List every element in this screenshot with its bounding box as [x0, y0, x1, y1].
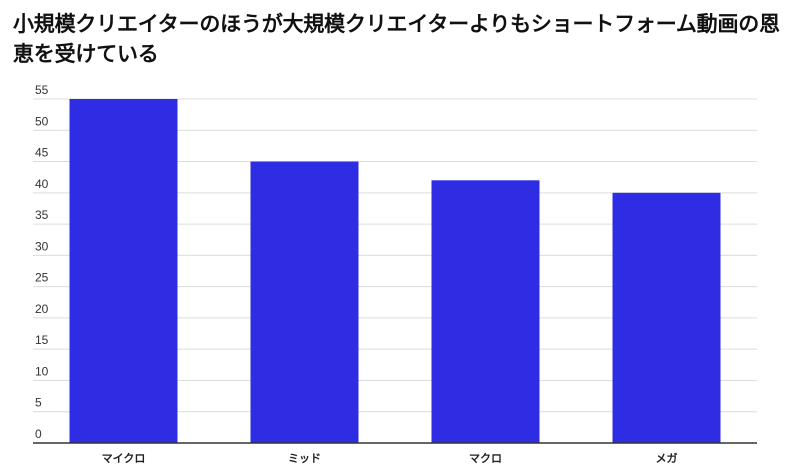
y-tick-label: 20 — [35, 302, 49, 316]
y-tick-label: 5 — [35, 396, 42, 410]
y-tick-label: 30 — [35, 239, 49, 253]
bars — [69, 99, 721, 444]
bar — [250, 161, 359, 443]
y-tick-label: 25 — [35, 271, 49, 285]
x-tick-label: ミッド — [288, 452, 321, 465]
y-tick-label: 15 — [35, 333, 49, 347]
chart-title: 小規模クリエイターのほうが大規模クリエイターよりもショートフォーム動画の恩恵を受… — [13, 12, 780, 66]
y-axis: 0 5 10 15 20 25 30 35 40 45 50 55 — [35, 83, 49, 441]
bar — [612, 192, 721, 443]
x-tick-label: マクロ — [469, 452, 502, 465]
y-tick-label: 50 — [35, 114, 49, 128]
x-tick-label: メガ — [656, 451, 678, 465]
bar — [69, 99, 178, 443]
bar — [431, 180, 540, 444]
y-tick-label: 10 — [35, 364, 49, 378]
y-tick-label: 45 — [35, 146, 49, 160]
y-tick-label: 55 — [35, 83, 49, 97]
y-tick-label: 0 — [35, 427, 42, 441]
y-tick-label: 40 — [35, 177, 49, 191]
x-axis: マイクロ ミッド マクロ メガ — [33, 442, 757, 465]
x-tick-label: マイクロ — [102, 452, 146, 465]
y-tick-label: 35 — [35, 208, 49, 222]
